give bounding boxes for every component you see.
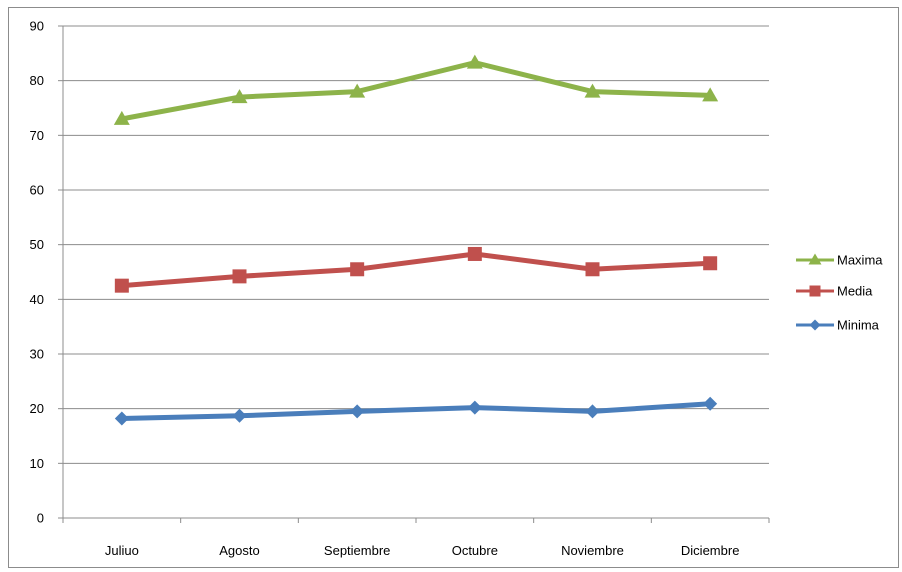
legend-item-minima: Minima: [796, 318, 880, 333]
series-minima: [114, 396, 718, 426]
data-point-maxima: [466, 54, 483, 69]
legend-marker-minima: [809, 319, 821, 331]
data-point-media: [467, 246, 482, 261]
data-point-media: [232, 269, 247, 284]
series-line-minima: [121, 401, 711, 422]
data-point-media: [585, 262, 600, 277]
legend-item-maxima: Maxima: [796, 253, 883, 268]
legend-marker-maxima: [808, 253, 822, 265]
y-tick-label: 0: [37, 511, 44, 526]
y-tick-label: 10: [30, 456, 44, 471]
x-tick-label: Agosto: [219, 543, 259, 558]
y-tick-label: 70: [30, 128, 44, 143]
data-point-media: [114, 278, 129, 293]
data-point-maxima: [231, 89, 248, 104]
x-tick-label: Noviembre: [561, 543, 624, 558]
chart-frame: [8, 7, 899, 568]
legend-item-media: Media: [796, 284, 873, 299]
legend-label-minima: Minima: [837, 318, 880, 333]
legend-label-maxima: Maxima: [837, 253, 883, 268]
series-media: [114, 246, 718, 293]
data-point-minima: [467, 400, 482, 415]
series-line-media: [121, 251, 711, 289]
y-tick-label: 90: [30, 19, 44, 34]
x-tick-label: Juliuo: [105, 543, 139, 558]
series-maxima: [113, 54, 719, 125]
data-point-maxima: [113, 110, 130, 125]
legend-label-media: Media: [837, 284, 873, 299]
x-tick-label: Diciembre: [681, 543, 740, 558]
data-point-maxima: [702, 87, 719, 102]
gridlines: [63, 25, 769, 464]
legend: Maxima Media Minima: [796, 253, 883, 333]
data-point-media: [703, 256, 718, 271]
y-tick-label: 20: [30, 401, 44, 416]
y-tick-label: 60: [30, 183, 44, 198]
y-tick-label: 50: [30, 237, 44, 252]
axes: [58, 25, 770, 523]
data-point-minima: [350, 404, 365, 419]
data-point-minima: [703, 396, 718, 411]
y-tick-label: 80: [30, 73, 44, 88]
data-point-minima: [114, 411, 129, 426]
y-tick-label: 30: [30, 347, 44, 362]
y-axis-tick-labels: 0 10 20 30 40 50 60 70 80 90: [30, 19, 44, 526]
x-tick-label: Septiembre: [324, 543, 390, 558]
data-point-minima: [232, 408, 247, 423]
data-point-minima: [585, 404, 600, 419]
data-point-maxima: [584, 83, 601, 98]
series-lines: [113, 54, 719, 426]
data-point-maxima: [349, 83, 366, 98]
data-point-media: [350, 262, 365, 277]
legend-marker-media: [809, 285, 821, 297]
x-axis-tick-labels: Juliuo Agosto Septiembre Octubre Noviembre Di…: [105, 543, 740, 558]
y-tick-label: 40: [30, 292, 44, 307]
x-tick-label: Octubre: [452, 543, 498, 558]
series-line-maxima: [121, 60, 711, 122]
